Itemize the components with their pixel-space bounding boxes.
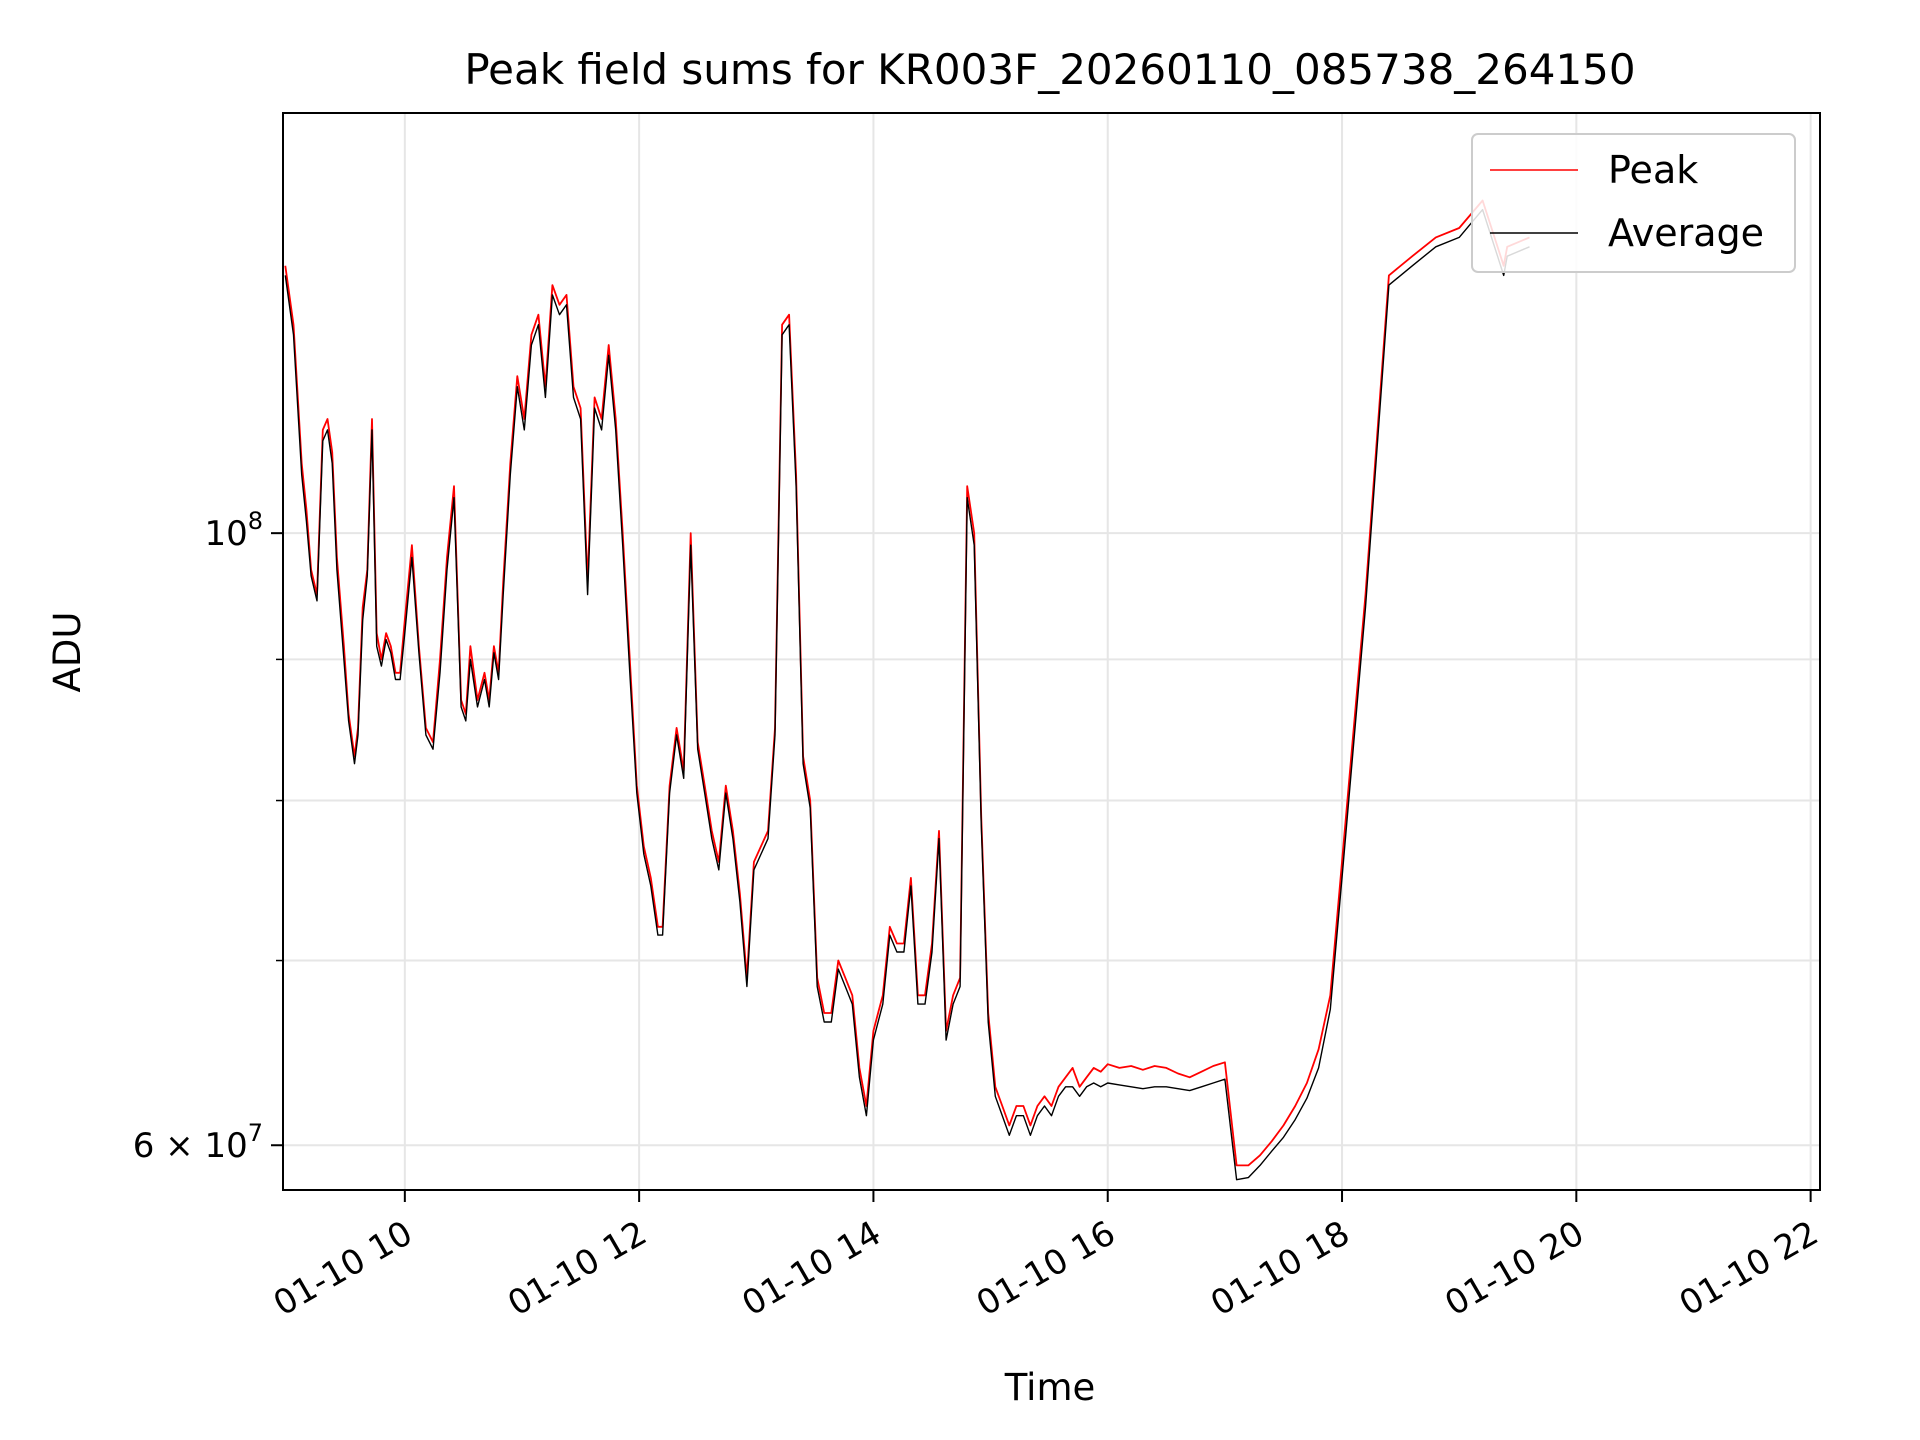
y-axis-label: ADU bbox=[46, 612, 89, 693]
y-tick-label-base: 10 bbox=[204, 514, 247, 554]
plot-frame bbox=[282, 112, 1821, 1191]
y-tick-label-exponent: 7 bbox=[248, 1119, 263, 1147]
x-axis-label: Time bbox=[1004, 1366, 1096, 1409]
legend-box bbox=[1471, 133, 1796, 273]
legend-label-average: Average bbox=[1608, 211, 1764, 255]
series-line-average bbox=[284, 208, 1530, 1181]
legend-label-peak: Peak bbox=[1608, 148, 1698, 192]
chart-title: Peak field sums for KR003F_20260110_0857… bbox=[464, 45, 1635, 94]
legend: Peak Average bbox=[1471, 133, 1796, 273]
y-tick-label: 6 × 107 bbox=[133, 1119, 263, 1166]
y-tick-label-base: 6 × 10 bbox=[133, 1126, 248, 1166]
y-tick-label-exponent: 8 bbox=[248, 507, 263, 535]
plot-area bbox=[284, 199, 1530, 1181]
y-tick-label: 108 bbox=[204, 507, 263, 554]
y-axis: 6 × 107 108 bbox=[133, 507, 283, 1166]
grid bbox=[283, 113, 1820, 1190]
series-group bbox=[284, 199, 1530, 1181]
